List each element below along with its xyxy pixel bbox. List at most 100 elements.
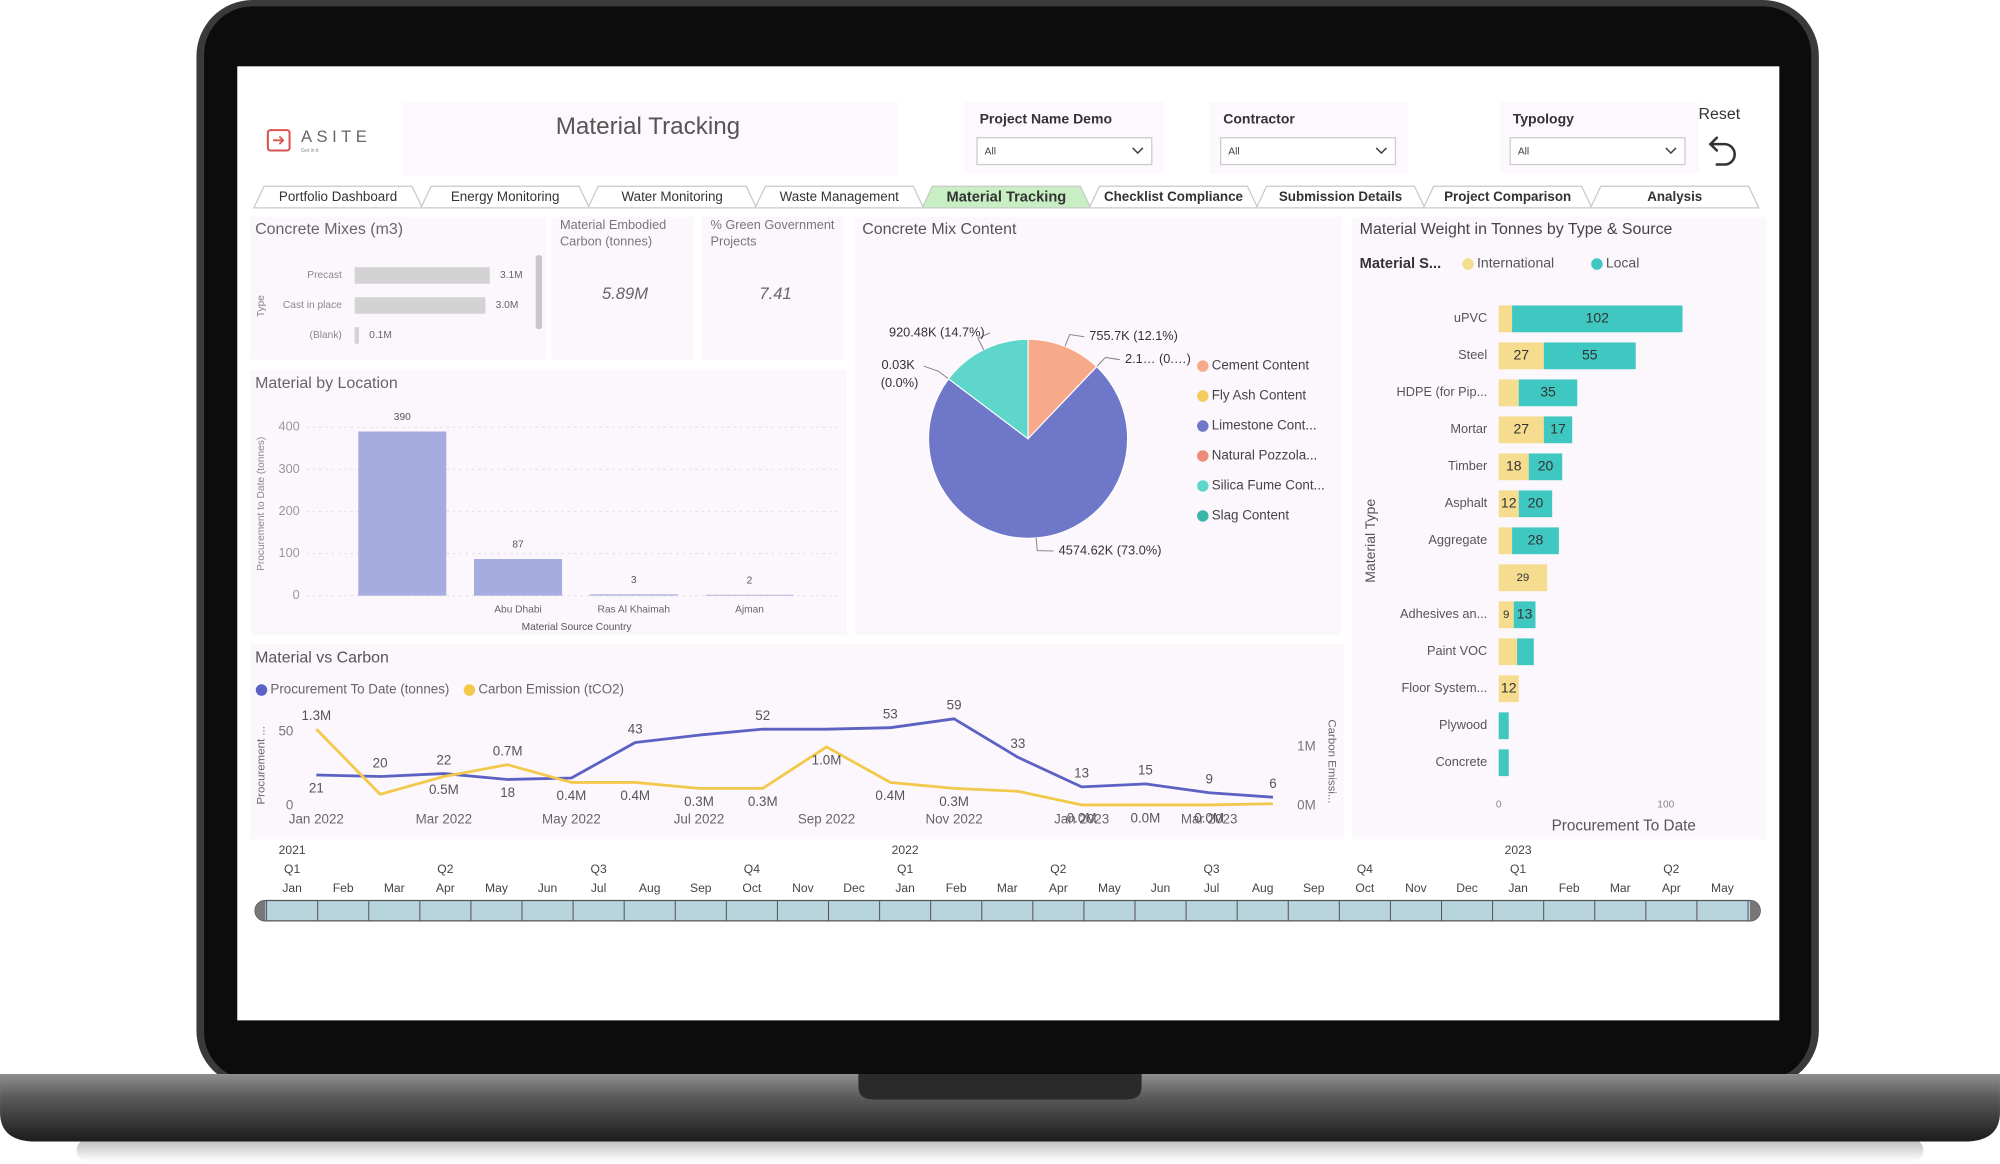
y-tick-label: 0 — [286, 798, 293, 813]
tab[interactable] — [754, 185, 925, 209]
tab-label[interactable]: Waste Management — [780, 189, 899, 204]
legend-label[interactable]: Natural Pozzola... — [1212, 448, 1318, 463]
timeline-quarter[interactable]: Q1 — [897, 862, 913, 876]
legend-label[interactable]: Slag Content — [1212, 507, 1290, 522]
tab-label[interactable]: Material Tracking — [947, 190, 1067, 206]
timeline-month[interactable]: Oct — [1355, 881, 1374, 895]
timeline-month[interactable]: Oct — [742, 881, 761, 895]
timeline-month[interactable]: Aug — [1252, 881, 1274, 895]
timeline-month[interactable]: Jun — [538, 881, 558, 895]
timeline-quarter[interactable]: Q2 — [437, 862, 453, 876]
timeline-year[interactable]: 2022 — [892, 843, 919, 857]
legend-label[interactable]: Cement Content — [1212, 358, 1310, 373]
timeline-month[interactable]: Dec — [1456, 881, 1478, 895]
data-label: 12 — [1501, 495, 1517, 511]
filter-value[interactable]: All — [1228, 146, 1239, 157]
timeline-month[interactable]: Dec — [843, 881, 865, 895]
legend-label[interactable]: Carbon Emission (tCO2) — [478, 682, 624, 697]
undo-icon[interactable] — [1709, 142, 1736, 166]
data-label: 0.3M — [684, 794, 714, 809]
timeline-month[interactable]: Jan — [895, 881, 915, 895]
filter-value[interactable]: All — [985, 146, 996, 157]
timeline-month[interactable]: Sep — [1303, 881, 1325, 895]
undo-arrowhead[interactable] — [1708, 136, 1719, 152]
data-label: 18 — [500, 785, 515, 800]
timeline-month[interactable]: May — [1098, 881, 1122, 895]
timeline-month[interactable]: Mar — [997, 881, 1018, 895]
tab[interactable] — [921, 185, 1092, 209]
timeline-month[interactable]: May — [1711, 881, 1735, 895]
data-label: 1.3M — [301, 708, 331, 723]
timeline-quarter[interactable]: Q2 — [1663, 862, 1679, 876]
data-label: 27 — [1513, 421, 1529, 437]
timeline-quarter[interactable]: Q2 — [1050, 862, 1066, 876]
legend-label[interactable]: Silica Fume Cont... — [1212, 477, 1325, 492]
tab-label[interactable]: Portfolio Dashboard — [279, 189, 397, 204]
tab-label[interactable]: Energy Monitoring — [451, 189, 560, 204]
tab[interactable] — [419, 185, 591, 209]
timeline-quarter[interactable]: Q3 — [1204, 862, 1220, 876]
tab[interactable] — [1589, 185, 1760, 209]
timeline-handle[interactable] — [255, 900, 266, 921]
timeline-track[interactable] — [254, 899, 1761, 922]
legend-label[interactable]: Local — [1606, 255, 1640, 271]
timeline-month[interactable]: Jan — [1508, 881, 1528, 895]
timeline-quarter[interactable]: Q1 — [1510, 862, 1526, 876]
tab-label[interactable]: Water Monitoring — [622, 189, 723, 204]
filter-dropdown[interactable] — [1509, 137, 1686, 166]
legend-label[interactable]: Procurement To Date (tonnes) — [270, 682, 449, 697]
timeline-year[interactable]: 2021 — [279, 843, 306, 857]
leader-line — [1035, 537, 1054, 552]
timeline-month[interactable]: Mar — [1610, 881, 1631, 895]
timeline-month[interactable]: Jul — [591, 881, 606, 895]
filter-value[interactable]: All — [1518, 146, 1529, 157]
tab-label[interactable]: Analysis — [1647, 189, 1702, 204]
tab-label[interactable]: Checklist Compliance — [1104, 189, 1243, 204]
data-label: 29 — [1517, 572, 1530, 584]
timeline-quarter[interactable]: Q1 — [284, 862, 300, 876]
timeline-month[interactable]: Apr — [1662, 881, 1681, 895]
tab-label[interactable]: Project Comparison — [1444, 189, 1571, 204]
timeline-month[interactable]: Apr — [1049, 881, 1068, 895]
timeline-month[interactable]: Mar — [384, 881, 405, 895]
legend-label[interactable]: International — [1477, 255, 1554, 271]
card-label: Material Embodied Carbon (tonnes) — [560, 217, 670, 249]
timeline-month[interactable]: Apr — [436, 881, 455, 895]
dropdown-chevron[interactable] — [1665, 147, 1677, 155]
data-label: 390 — [394, 412, 411, 423]
timeline-quarter[interactable]: Q4 — [1357, 862, 1373, 876]
timeline-quarter[interactable]: Q3 — [591, 862, 607, 876]
tab-label[interactable]: Submission Details — [1279, 189, 1402, 204]
timeline-month[interactable]: Feb — [1559, 881, 1580, 895]
tab[interactable] — [1422, 185, 1593, 209]
reset-button[interactable] — [1708, 136, 1736, 166]
legend-label[interactable]: Limestone Cont... — [1212, 418, 1317, 433]
tab[interactable] — [1255, 185, 1426, 209]
timeline-month[interactable]: Jul — [1204, 881, 1219, 895]
timeline-month[interactable]: Sep — [690, 881, 712, 895]
reset-label[interactable]: Reset — [1699, 106, 1741, 123]
data-label: 755.7K (12.1%) — [1089, 328, 1178, 343]
tab[interactable] — [252, 185, 424, 209]
filter-dropdown[interactable] — [1220, 137, 1397, 166]
timeline-month[interactable]: May — [485, 881, 509, 895]
timeline-handle[interactable] — [1749, 900, 1761, 921]
timeline-month[interactable]: Jun — [1151, 881, 1171, 895]
dropdown-chevron[interactable] — [1375, 147, 1388, 155]
tab[interactable] — [587, 185, 758, 209]
legend-label[interactable]: Fly Ash Content — [1212, 388, 1307, 403]
filter-dropdown[interactable] — [976, 137, 1153, 166]
timeline-quarter[interactable]: Q4 — [744, 862, 760, 876]
timeline-month[interactable]: Nov — [1405, 881, 1427, 895]
dropdown-chevron[interactable] — [1132, 147, 1144, 155]
timeline-month[interactable]: Jan — [282, 881, 302, 895]
timeline-month[interactable]: Aug — [639, 881, 661, 895]
timeline-month[interactable]: Feb — [946, 881, 967, 895]
timeline-month[interactable]: Feb — [333, 881, 354, 895]
tab[interactable] — [1088, 185, 1259, 209]
data-label: 3.0M — [496, 300, 519, 311]
timeline-month[interactable]: Nov — [792, 881, 814, 895]
scrollbar — [535, 255, 543, 330]
timeline-year[interactable]: 2023 — [1505, 843, 1532, 857]
